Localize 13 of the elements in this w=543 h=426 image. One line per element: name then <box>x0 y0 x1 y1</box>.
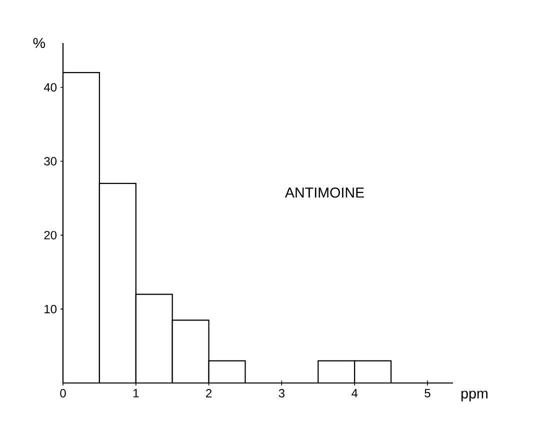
y-axis-title: % <box>33 38 46 48</box>
y-tick-label: 20 <box>44 230 57 240</box>
x-tick-label: 2 <box>206 389 212 398</box>
x-tick-label: 4 <box>352 389 358 398</box>
x-tick-label: 0 <box>60 389 66 398</box>
x-tick-label: 5 <box>424 389 430 398</box>
y-tick-label: 30 <box>44 157 57 166</box>
y-tick-label: 10 <box>44 304 57 314</box>
x-tick-label: 1 <box>133 389 139 398</box>
annotation: ANTIMOINE <box>284 188 364 198</box>
x-tick-label: 3 <box>278 389 284 398</box>
x-axis-title: ppm <box>461 390 488 402</box>
y-tick-label: 40 <box>44 83 57 92</box>
